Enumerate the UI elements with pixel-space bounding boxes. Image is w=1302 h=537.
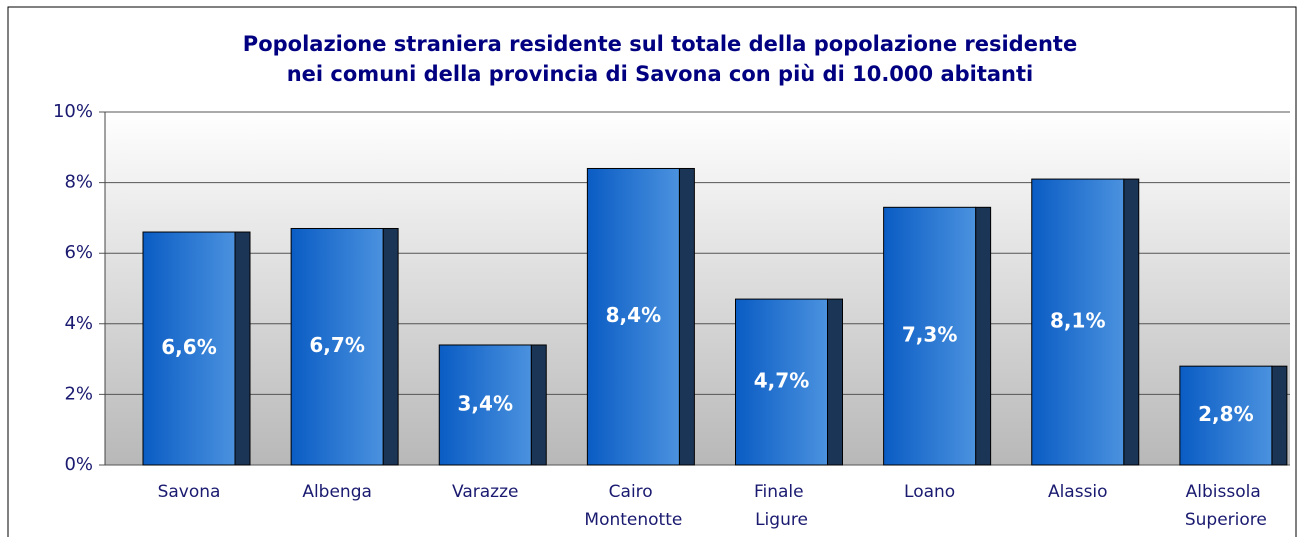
y-tick-label: 8% <box>64 172 93 193</box>
bar-side <box>827 298 843 466</box>
x-tick-label: Alassio <box>1048 482 1108 502</box>
value-label: 6,6% <box>161 335 216 359</box>
bar-side <box>530 344 547 466</box>
value-label: 6,7% <box>309 333 364 357</box>
y-tick-label: 10% <box>53 101 93 122</box>
bar <box>142 231 236 466</box>
bar <box>586 167 680 466</box>
y-tick-label: 0% <box>64 454 93 475</box>
x-tick-label: Albenga <box>302 482 372 502</box>
y-tick-label: 4% <box>64 313 93 334</box>
bar-side <box>234 231 251 466</box>
x-tick-label: Cairo Montenotte <box>584 482 682 530</box>
value-label: 8,1% <box>1050 309 1105 333</box>
y-tick-label: 2% <box>64 383 93 404</box>
chart-title: Popolazione straniera residente sul tota… <box>243 32 1077 56</box>
bar-side <box>975 206 992 466</box>
bar <box>883 206 977 466</box>
frame <box>7 6 1297 537</box>
value-label: 3,4% <box>458 391 513 415</box>
x-tick-label: Varazze <box>452 482 518 502</box>
bar <box>735 298 828 466</box>
bar <box>438 344 532 466</box>
bar <box>290 227 384 466</box>
bar-side <box>678 167 695 466</box>
x-tick-label: Albissola Superiore <box>1185 482 1267 530</box>
bar-side <box>1271 365 1288 466</box>
y-tick-label: 6% <box>64 242 93 263</box>
value-label: 8,4% <box>606 303 661 327</box>
chart-title: nei comuni della provincia di Savona con… <box>287 62 1034 86</box>
value-label: 7,3% <box>902 323 957 347</box>
value-label: 2,8% <box>1198 402 1253 426</box>
x-tick-label: Loano <box>904 482 955 502</box>
bar-side <box>382 227 399 466</box>
bar-side <box>1123 178 1140 466</box>
bar <box>1031 178 1125 466</box>
x-tick-label: Finale Ligure <box>754 482 809 530</box>
x-tick-label: Savona <box>158 482 221 502</box>
value-label: 4,7% <box>754 369 809 393</box>
bar <box>1179 365 1273 466</box>
